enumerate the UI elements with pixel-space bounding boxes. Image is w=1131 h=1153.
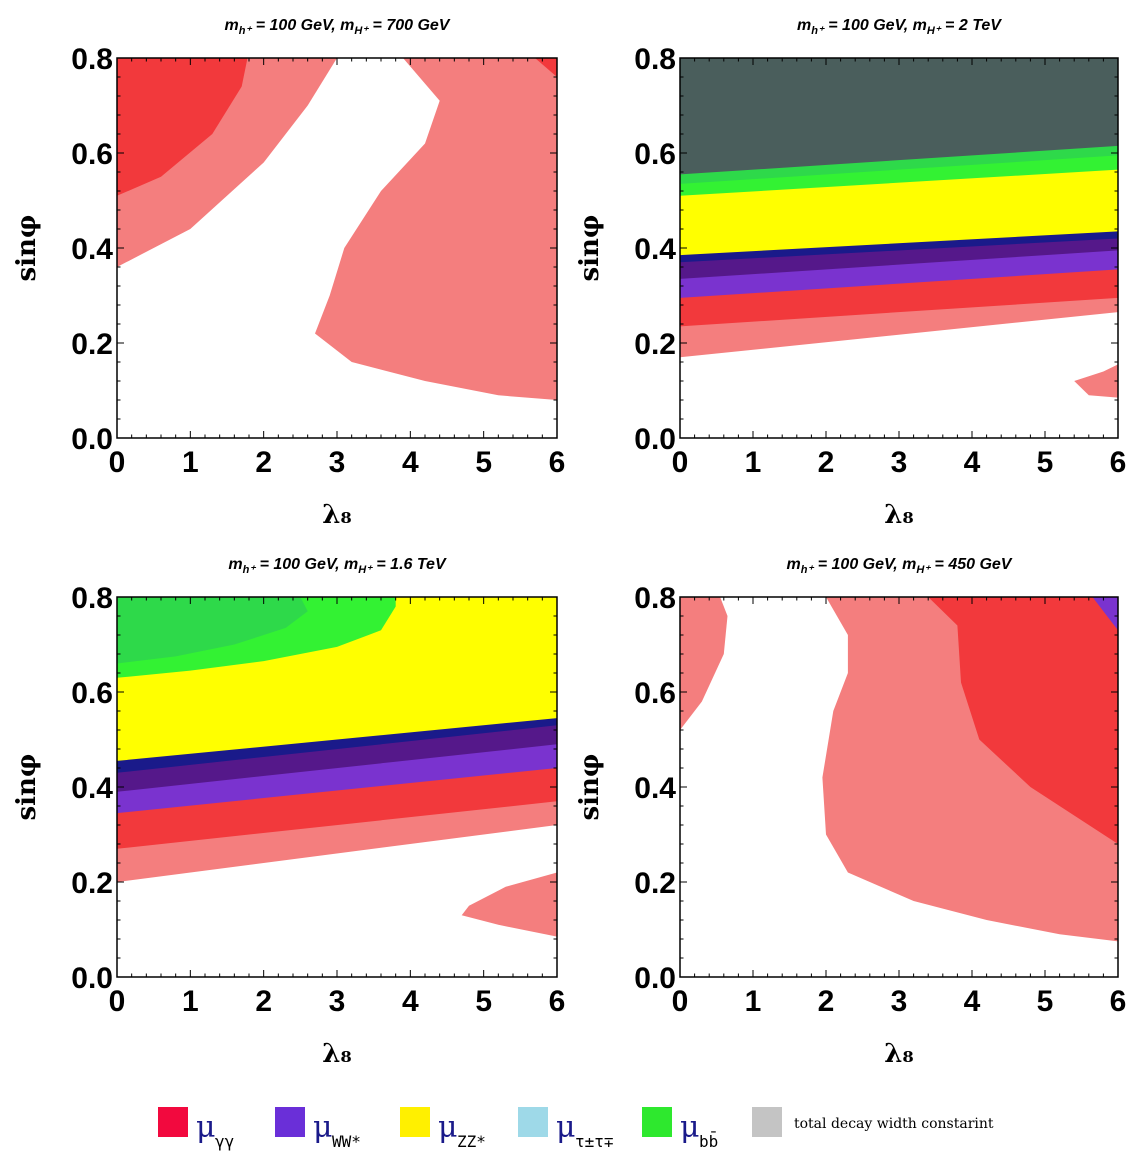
legend-label: μ <box>438 1110 458 1145</box>
regions <box>680 597 1118 942</box>
legend-label: μ <box>556 1110 576 1145</box>
contour-panel-3: 0 1 2 3 4 5 6 0.0 0.2 0.4 0.6 0.8 λ₈ sinφ mh⁺ = 100 Ge… <box>12 556 565 1069</box>
region-green_dark-7 <box>117 597 308 664</box>
y-tick-label: 0.2 <box>634 328 676 361</box>
x-axis-label: λ₈ <box>322 500 352 530</box>
y-tick-label: 0.8 <box>71 43 113 76</box>
x-tick-label: 6 <box>1110 985 1127 1018</box>
x-tick-label: 4 <box>964 985 981 1018</box>
x-tick-label: 3 <box>891 446 908 479</box>
region-gray_dark-8 <box>680 58 1118 175</box>
legend-subscript: ZZ* <box>457 1132 486 1151</box>
y-tick-label: 0.6 <box>634 138 676 171</box>
y-tick-label: 0.2 <box>634 867 676 900</box>
y-tick-label: 0.6 <box>634 677 676 710</box>
region-light_red-9 <box>1074 364 1118 398</box>
legend-subscript: τ±τ∓ <box>575 1132 614 1151</box>
y-tick-label: 0.2 <box>71 328 113 361</box>
legend-swatch <box>275 1107 305 1137</box>
y-tick-label: 0.0 <box>634 423 676 456</box>
y-tick-label: 0.0 <box>71 962 113 995</box>
x-tick-label: 5 <box>475 446 492 479</box>
chart-title: mh⁺ = 100 GeV, mH⁺ = 450 GeV <box>787 556 1013 576</box>
x-axis-label: λ₈ <box>322 1039 352 1069</box>
x-tick-label: 6 <box>1110 446 1127 479</box>
y-tick-label: 0.4 <box>71 233 113 266</box>
x-tick-label: 4 <box>964 446 981 479</box>
x-tick-label: 6 <box>549 446 566 479</box>
x-tick-label: 1 <box>745 985 762 1018</box>
region-light_red-2 <box>315 58 557 400</box>
x-tick-label: 2 <box>255 446 272 479</box>
legend-subscript: γγ <box>215 1132 234 1151</box>
x-tick-label: 2 <box>818 446 835 479</box>
y-tick-label: 0.0 <box>634 962 676 995</box>
x-axis-label: λ₈ <box>884 500 914 530</box>
x-tick-label: 0 <box>109 446 126 479</box>
y-tick-label: 0.6 <box>71 138 113 171</box>
x-axis-label: λ₈ <box>884 1039 914 1069</box>
y-tick-label: 0.4 <box>71 772 113 805</box>
y-tick-label: 0.8 <box>634 582 676 615</box>
x-tick-label: 5 <box>1037 446 1054 479</box>
y-tick-label: 0.2 <box>71 867 113 900</box>
y-axis-label: sinφ <box>575 754 605 821</box>
x-tick-label: 5 <box>475 985 492 1018</box>
x-tick-label: 0 <box>109 985 126 1018</box>
legend-label: μ <box>313 1110 333 1145</box>
y-tick-label: 0.8 <box>634 43 676 76</box>
region-purple-3 <box>1092 597 1118 631</box>
chart-title: mh⁺ = 100 GeV, mH⁺ = 2 TeV <box>797 17 1002 37</box>
contour-panel-1: 0 1 2 3 4 5 6 0.0 0.2 0.4 0.6 0.8 λ₈ sinφ mh⁺ = 100 Ge… <box>12 17 565 530</box>
y-tick-label: 0.4 <box>634 233 676 266</box>
legend-swatch <box>752 1107 782 1137</box>
legend: μ γγ μ WW* μ ZZ* μ τ±τ∓ μ bb̄total decay width co… <box>158 1107 994 1151</box>
x-tick-label: 1 <box>745 446 762 479</box>
x-tick-label: 3 <box>891 985 908 1018</box>
regions <box>680 58 1118 398</box>
x-tick-label: 0 <box>672 446 689 479</box>
legend-swatch <box>400 1107 430 1137</box>
y-axis-label: sinφ <box>12 215 42 282</box>
chart-title: mh⁺ = 100 GeV, mH⁺ = 1.6 TeV <box>228 556 447 576</box>
x-tick-label: 1 <box>182 446 199 479</box>
region-light_red-0 <box>680 597 728 730</box>
y-axis-label: sinφ <box>12 754 42 821</box>
y-axis-label: sinφ <box>575 215 605 282</box>
legend-swatch <box>158 1107 188 1137</box>
y-tick-label: 0.4 <box>634 772 676 805</box>
x-tick-label: 4 <box>402 985 419 1018</box>
x-tick-label: 3 <box>329 985 346 1018</box>
contour-panel-4: 0 1 2 3 4 5 6 0.0 0.2 0.4 0.6 0.8 λ₈ sinφ mh⁺ = 100 Ge… <box>575 556 1126 1069</box>
legend-label: μ <box>680 1110 700 1145</box>
x-tick-label: 2 <box>818 985 835 1018</box>
legend-swatch <box>518 1107 548 1137</box>
x-tick-label: 4 <box>402 446 419 479</box>
chart-title: mh⁺ = 100 GeV, mH⁺ = 700 GeV <box>225 17 451 37</box>
legend-label: μ <box>196 1110 216 1145</box>
x-tick-label: 2 <box>255 985 272 1018</box>
region-light_red-8 <box>461 872 557 937</box>
region-red-3 <box>535 58 557 77</box>
region-red-2 <box>928 597 1118 844</box>
regions <box>117 58 557 400</box>
legend-swatch <box>642 1107 672 1137</box>
y-tick-label: 0.6 <box>71 677 113 710</box>
legend-label: total decay width constarint <box>794 1116 994 1132</box>
y-tick-label: 0.0 <box>71 423 113 456</box>
x-tick-label: 5 <box>1037 985 1054 1018</box>
x-tick-label: 6 <box>549 985 566 1018</box>
contour-panel-2: 0 1 2 3 4 5 6 0.0 0.2 0.4 0.6 0.8 λ₈ sinφ mh⁺ = 100 Ge… <box>575 17 1126 530</box>
x-tick-label: 3 <box>329 446 346 479</box>
legend-subscript: WW* <box>332 1132 361 1151</box>
x-tick-label: 0 <box>672 985 689 1018</box>
region-red-1 <box>117 58 248 196</box>
x-tick-label: 1 <box>182 985 199 1018</box>
regions <box>117 597 557 937</box>
legend-subscript: bb̄ <box>699 1132 718 1151</box>
y-tick-label: 0.8 <box>71 582 113 615</box>
